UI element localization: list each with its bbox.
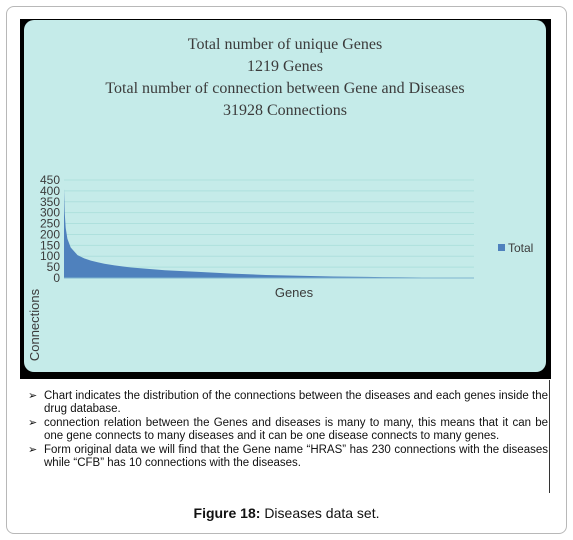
legend-label: Total — [508, 241, 533, 255]
chart-card: Total number of unique Genes 1219 Genes … — [24, 20, 546, 372]
bullet-item: ➢ Form original data we will find that t… — [28, 444, 548, 470]
y-tick-label: 200 — [40, 227, 60, 241]
bullet-item: ➢ connection relation between the Genes … — [28, 417, 548, 443]
bullet-text: Chart indicates the distribution of the … — [44, 390, 548, 415]
figure-caption-text: Diseases data set. — [264, 505, 380, 521]
figure-caption: Figure 18: Diseases data set. — [0, 505, 573, 521]
chart-title-genes: Total number of unique Genes — [187, 36, 383, 53]
y-tick-label: 450 — [40, 173, 60, 187]
y-tick-label: 350 — [40, 195, 60, 209]
bullet-arrow-icon: ➢ — [28, 444, 38, 456]
panel-divider-line — [549, 380, 550, 493]
bullet-arrow-icon: ➢ — [28, 390, 38, 402]
y-tick-label: 400 — [40, 184, 60, 198]
y-tick-label: 0 — [53, 271, 60, 285]
bullet-text: Form original data we will find that the… — [44, 444, 548, 469]
y-tick-label: 150 — [40, 238, 60, 252]
bullet-text: connection relation between the Genes an… — [44, 417, 548, 442]
y-tick-label: 250 — [40, 217, 60, 231]
y-tick-label: 100 — [40, 249, 60, 263]
x-axis-label: Genes — [275, 285, 314, 300]
bullet-list: ➢ Chart indicates the distribution of th… — [28, 390, 548, 471]
legend-swatch — [498, 244, 505, 251]
bullet-item: ➢ Chart indicates the distribution of th… — [28, 390, 548, 416]
y-tick-label: 300 — [40, 206, 60, 220]
chart-title-connections-count: 31928 Connections — [223, 102, 347, 119]
y-tick-label: 50 — [47, 260, 61, 274]
bullet-arrow-icon: ➢ — [28, 417, 38, 429]
figure-caption-label: Figure 18: — [193, 505, 261, 521]
y-axis-label: Connections — [27, 288, 42, 361]
chart-title-genes-count: 1219 Genes — [247, 58, 323, 75]
chart-titles: Total number of unique Genes 1219 Genes … — [24, 34, 546, 122]
chart-title-connections: Total number of connection between Gene … — [105, 80, 465, 97]
series-area-total — [64, 188, 474, 278]
